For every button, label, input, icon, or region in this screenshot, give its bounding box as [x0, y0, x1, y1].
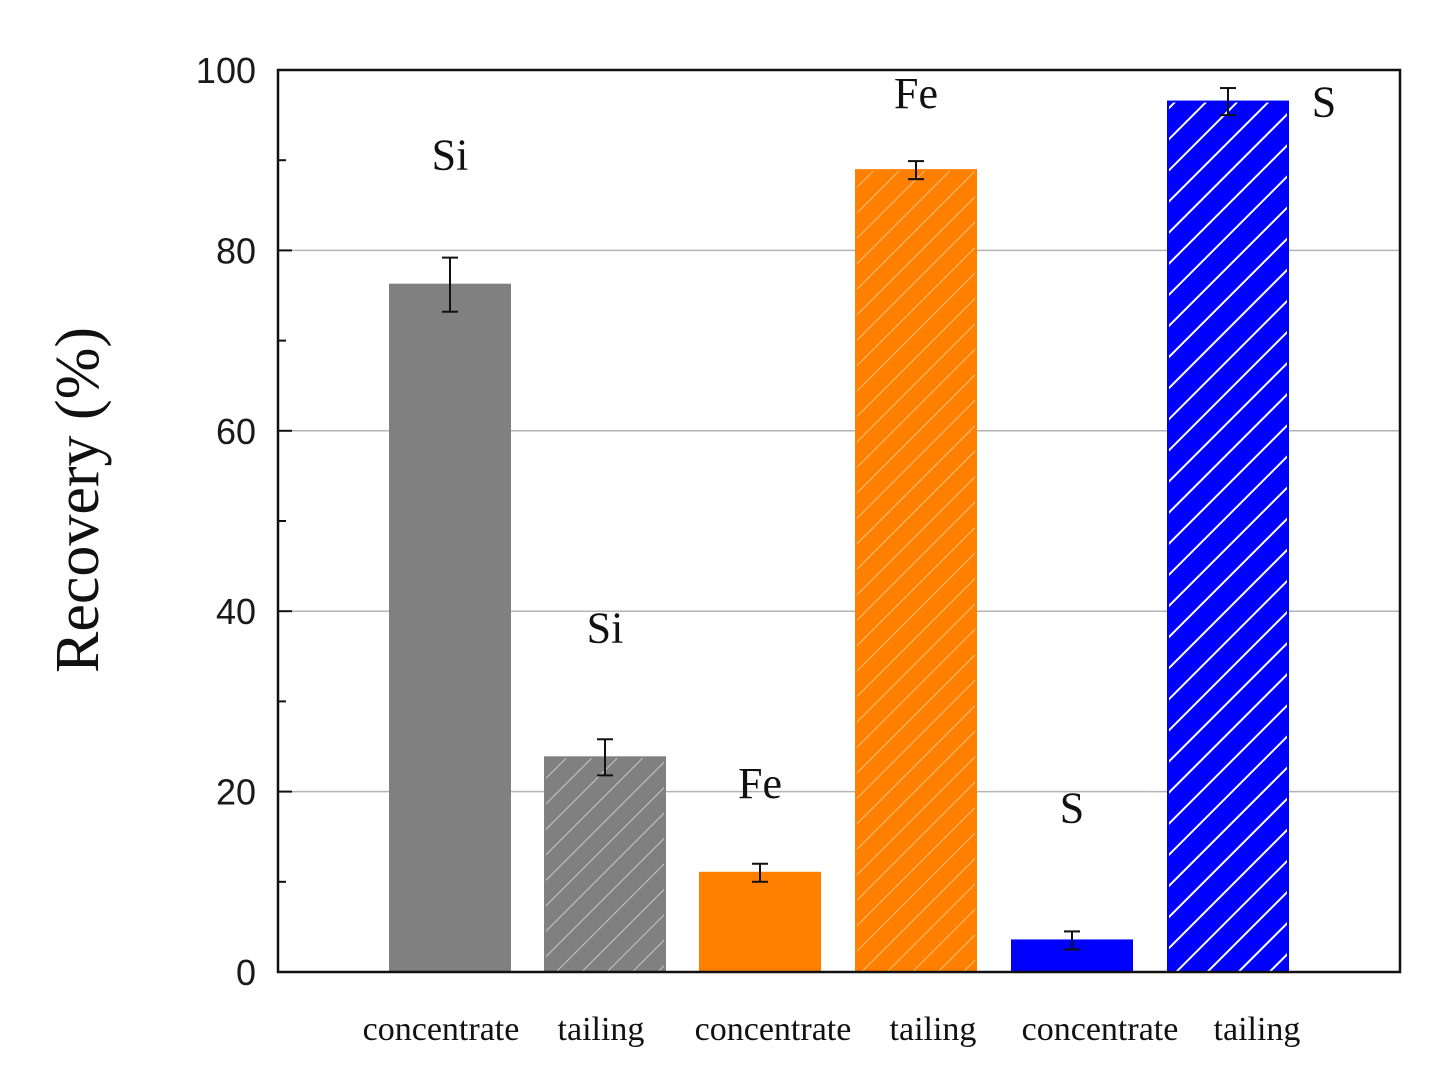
- y-tick-label: 0: [236, 952, 256, 993]
- bar-element-label: S: [1312, 78, 1336, 127]
- bar: [389, 283, 511, 973]
- x-category-label: concentrate: [695, 1011, 852, 1048]
- bar-element-label: S: [1060, 783, 1084, 832]
- x-category-label: tailing: [890, 1011, 977, 1048]
- bar-element-label: Fe: [894, 69, 938, 118]
- y-tick-label: 100: [196, 50, 256, 91]
- x-category-label: tailing: [558, 1011, 645, 1048]
- y-tick-label: 60: [216, 411, 256, 452]
- bar-element-label: Fe: [738, 759, 782, 808]
- bar: [544, 756, 666, 973]
- y-axis: 0 20 40 60 80 100: [196, 50, 292, 993]
- bar-element-label: Si: [432, 131, 469, 180]
- x-category-label: tailing: [1214, 1011, 1301, 1048]
- y-tick-label: 40: [216, 591, 256, 632]
- bar: [1167, 100, 1289, 973]
- y-tick-label: 20: [216, 772, 256, 813]
- bar: [855, 169, 977, 973]
- x-axis-labels: concentrate tailing concentrate tailing conc…: [363, 1011, 1301, 1048]
- y-axis-title: Recovery (%): [44, 327, 112, 673]
- bars: [389, 100, 1289, 974]
- bar: [699, 871, 821, 974]
- bar-labels: Si Si Fe Fe S S: [432, 69, 1337, 832]
- y-tick-label: 80: [216, 230, 256, 271]
- bar-element-label: Si: [587, 603, 624, 652]
- x-category-label: concentrate: [1022, 1011, 1179, 1048]
- x-category-label: concentrate: [363, 1011, 520, 1048]
- error-bars: [442, 87, 1236, 951]
